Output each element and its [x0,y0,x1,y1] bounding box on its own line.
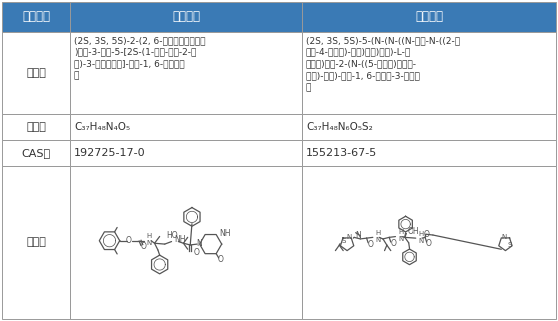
Text: O: O [194,248,200,257]
Text: H
N: H N [398,229,403,242]
Bar [2,166,70,319]
Text: CAS号: CAS号 [21,148,51,158]
Text: O: O [218,255,223,264]
Text: 结构式: 结构式 [26,238,46,247]
Text: 利托那韦: 利托那韦 [415,11,443,23]
Text: O: O [390,239,396,248]
Text: (2S, 3S, 5S)-5-(N-(N-((N-甲基-N-((2-异
丙基-4-噻唑基)-甲基)氨基)羰基)-L-缬
氨酸基)氨基-2-(N-((5-噻唑基): (2S, 3S, 5S)-5-(N-(N-((N-甲基-N-((2-异 丙基-4… [306,36,460,92]
Bar [302,166,556,319]
Text: (2S, 3S, 5S)-2-(2, 6-二甲基苯氧乙酰基
)氨基-3-羟基-5-[2S-(1-四氢-嘧啶-2-酮
基)-3-甲基丁酰基]-氨基-1, 6-二苯: (2S, 3S, 5S)-2-(2, 6-二甲基苯氧乙酰基 )氨基-3-羟基-5… [74,36,205,80]
Text: 192725-17-0: 192725-17-0 [74,148,146,158]
Bar [302,140,556,166]
Bar [70,114,302,140]
Text: 155213-67-5: 155213-67-5 [306,148,377,158]
Bar [2,32,70,114]
Text: NH: NH [175,235,186,244]
Text: H
N: H N [146,233,151,246]
Text: N: N [196,239,202,247]
Bar [70,140,302,166]
Bar [70,166,302,319]
Bar [2,140,70,166]
Bar [302,114,556,140]
Text: N: N [347,234,352,240]
Text: C₃₇H₄₈N₆O₅S₂: C₃₇H₄₈N₆O₅S₂ [306,122,373,132]
Bar [70,2,302,32]
Bar [302,2,556,32]
Text: H
N: H N [418,231,424,244]
Text: C₃₇H₄₈N₄O₅: C₃₇H₄₈N₄O₅ [74,122,130,132]
Text: O: O [368,240,373,249]
Text: N: N [501,234,507,240]
Bar [2,114,70,140]
Text: O: O [141,242,146,251]
Text: O: O [423,230,429,239]
Bar [302,32,556,114]
Text: NH: NH [220,229,231,238]
Text: H
N: H N [376,230,381,243]
Text: 化学名: 化学名 [26,68,46,78]
Bar [2,2,70,32]
Text: 化学成分: 化学成分 [22,11,50,23]
Text: O: O [126,236,132,245]
Text: N: N [355,230,361,239]
Text: S: S [507,242,512,248]
Text: 洛匹那韦: 洛匹那韦 [172,11,200,23]
Text: S: S [342,238,346,244]
Text: OH: OH [408,227,420,236]
Text: O: O [425,239,431,248]
Text: HO: HO [166,231,178,240]
Text: 化学式: 化学式 [26,122,46,132]
Bar [70,32,302,114]
